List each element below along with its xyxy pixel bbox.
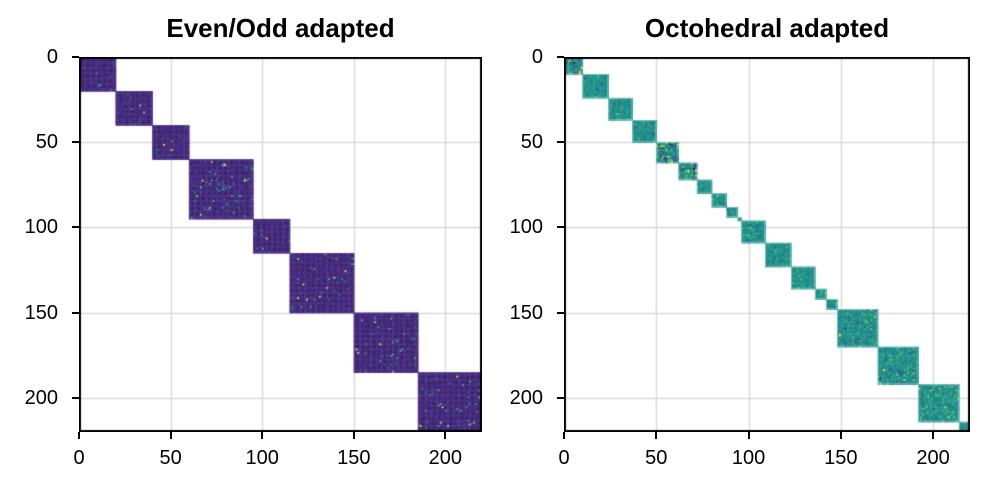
x-tick-mark: [444, 432, 447, 439]
y-tick-mark: [557, 396, 564, 399]
x-tick-mark: [352, 432, 355, 439]
y-tick-mark: [72, 226, 79, 229]
x-tick-label: 0: [558, 447, 570, 469]
x-tick-mark: [655, 432, 658, 439]
y-tick-mark: [72, 396, 79, 399]
plot-title-octohedral: Octohedral adapted: [644, 13, 890, 43]
y-tick-label: 50: [520, 131, 543, 154]
x-tick-label: 200: [916, 447, 950, 469]
x-tick-label: 150: [824, 447, 858, 469]
x-tick-mark: [932, 432, 935, 439]
x-tick-label: 150: [337, 447, 371, 469]
y-tick-mark: [557, 311, 564, 314]
x-tick-mark: [747, 432, 750, 439]
y-tick-label: 150: [509, 301, 543, 324]
y-tick-label: 100: [24, 216, 58, 239]
y-tick-mark: [557, 56, 564, 58]
x-tick-label: 50: [645, 447, 668, 469]
x-tick-mark: [78, 432, 80, 439]
y-tick-label: 0: [531, 46, 543, 68]
y-tick-label: 100: [509, 216, 543, 239]
y-tick-label: 200: [509, 386, 543, 409]
x-tick-mark: [839, 432, 842, 439]
y-tick-mark: [72, 311, 79, 314]
y-tick-mark: [72, 141, 79, 144]
y-tick-label: 50: [35, 131, 58, 154]
x-tick-label: 100: [245, 447, 279, 469]
y-tick-label: 150: [24, 301, 58, 324]
x-tick-label: 200: [428, 447, 463, 469]
heatmap-even-odd: [79, 57, 482, 432]
y-tick-label: 200: [24, 386, 58, 409]
x-tick-mark: [563, 432, 565, 439]
heatmap-octohedral: [564, 57, 970, 432]
y-tick-mark: [72, 56, 79, 58]
plot-title-even-odd: Even/Odd adapted: [166, 13, 395, 43]
x-tick-label: 50: [159, 447, 182, 469]
x-tick-mark: [261, 432, 264, 439]
y-tick-mark: [557, 141, 564, 144]
x-tick-label: 100: [731, 447, 766, 469]
x-tick-label: 0: [73, 447, 85, 469]
y-tick-label: 0: [46, 46, 58, 68]
y-tick-mark: [557, 226, 564, 229]
x-tick-mark: [169, 432, 172, 439]
